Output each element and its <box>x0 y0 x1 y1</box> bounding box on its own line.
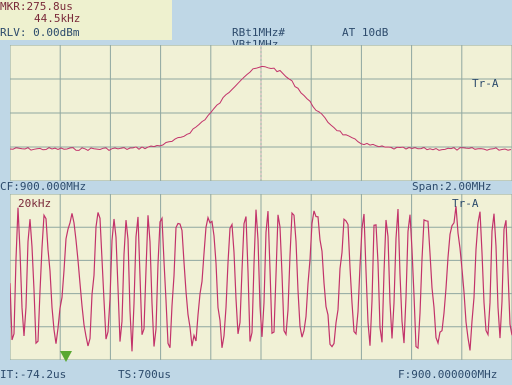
marker-freq: 44.5kHz <box>34 12 81 25</box>
demod-graticule <box>10 194 512 360</box>
trigger-marker-icon[interactable] <box>60 351 72 362</box>
top-trace-label: Tr-A <box>472 77 499 90</box>
spectrum-graticule <box>10 45 512 181</box>
rbw-setting: RBt1MHz# <box>232 26 285 39</box>
demod-trace <box>10 206 512 352</box>
attenuation-setting: AT 10dB <box>342 26 389 39</box>
center-frequency: CF:900.000MHz <box>0 180 87 193</box>
ref-level: RLV: 0.00dBm <box>0 26 80 39</box>
marker-time: MKR:275.8us <box>0 0 73 13</box>
demod-display <box>10 194 512 360</box>
bottom-trace-label: Tr-A <box>452 197 479 210</box>
time-span: TS:700us <box>118 368 171 381</box>
bottom-scale-label: 20kHz <box>18 197 52 210</box>
span-setting: Span:2.00MHz <box>412 180 492 193</box>
display-frequency: F:900.000000MHz <box>398 368 498 381</box>
spectrum-trace <box>10 65 512 152</box>
marker-readout <box>0 0 172 40</box>
trigger-time: IT:-74.2us <box>0 368 67 381</box>
spectrum-display <box>10 45 512 181</box>
